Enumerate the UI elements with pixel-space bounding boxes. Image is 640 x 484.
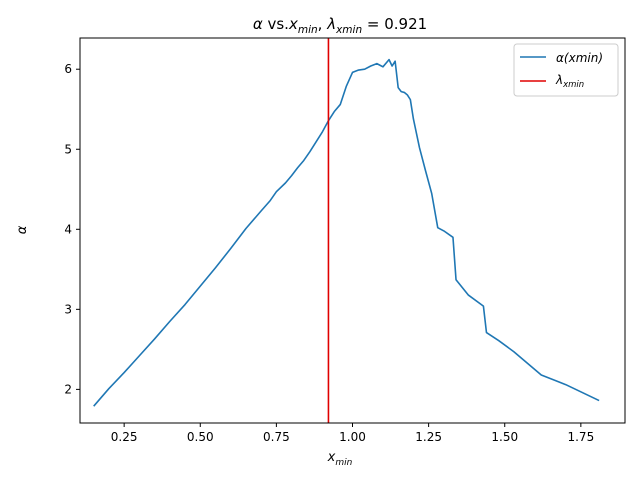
x-tick-label: 1.25 bbox=[415, 430, 442, 444]
x-tick-label: 0.50 bbox=[187, 430, 214, 444]
x-tick-label: 1.75 bbox=[567, 430, 594, 444]
y-tick-label: 5 bbox=[64, 142, 72, 156]
axes-frame bbox=[79, 37, 626, 424]
x-tick-label: 0.75 bbox=[263, 430, 290, 444]
legend-label-lambda: λxmin bbox=[555, 73, 584, 90]
x-tick-label: 1.50 bbox=[491, 430, 518, 444]
legend: α(xmin) λxmin bbox=[513, 43, 619, 97]
y-tick-label: 4 bbox=[64, 222, 72, 236]
x-axis-label: xmin bbox=[327, 450, 353, 468]
y-tick-label: 6 bbox=[64, 62, 72, 76]
y-tick-label: 2 bbox=[64, 382, 72, 396]
plot-area bbox=[93, 38, 600, 423]
chart-title: α vs.xmin, λxmin = 0.921 bbox=[253, 15, 427, 36]
series-line-0 bbox=[93, 58, 600, 407]
y-axis-ticks: 2 3 4 5 6 bbox=[64, 62, 80, 396]
y-axis-label: α bbox=[15, 225, 30, 234]
legend-label-alpha: α(xmin) bbox=[556, 51, 603, 65]
x-tick-label: 1.00 bbox=[339, 430, 366, 444]
y-tick-label: 3 bbox=[64, 302, 72, 316]
x-tick-label: 0.25 bbox=[111, 430, 138, 444]
x-axis-ticks: 0.25 0.50 0.75 1.00 1.25 1.50 1.75 bbox=[111, 423, 594, 444]
